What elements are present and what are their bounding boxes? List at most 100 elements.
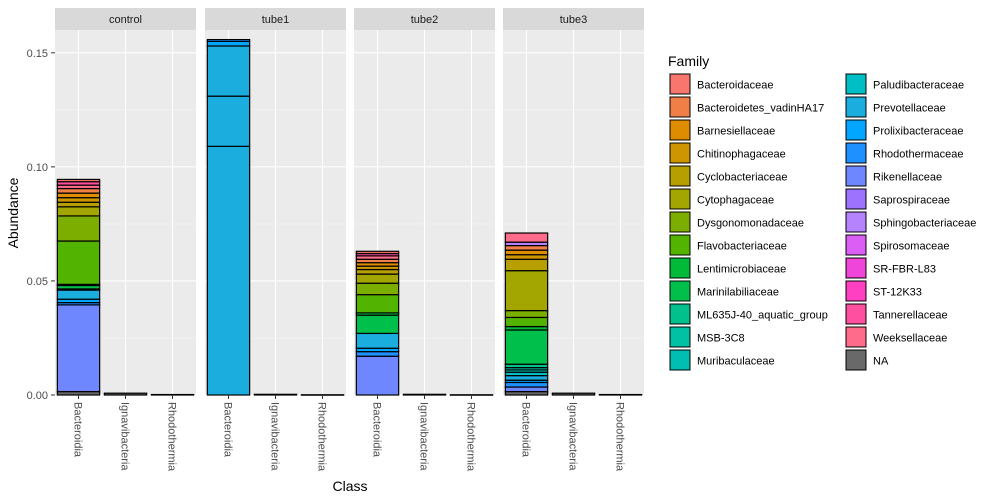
x-tick-label: Ignavibacteria (119, 402, 131, 471)
bar-segment (504, 249, 549, 256)
legend-swatch (845, 188, 867, 210)
facet-strip-label: tube2 (411, 14, 439, 26)
bar-segment (355, 351, 400, 357)
legend-label: Rikenellaceae (873, 172, 942, 184)
x-tick-label: Rhodothermia (316, 402, 328, 472)
legend-swatch (845, 119, 867, 141)
legend-label: Cyclobacteriaceae (697, 172, 788, 184)
bar-segment (56, 206, 101, 217)
x-tick-label: Ignavibacteria (418, 402, 430, 471)
legend-label: Paludibacteraceae (873, 80, 964, 92)
y-tick-label: 0.10 (27, 162, 48, 174)
legend-swatch (669, 234, 691, 256)
legend-label: MSB-3C8 (697, 333, 745, 345)
bar-segment (56, 304, 101, 393)
legend-swatch (845, 211, 867, 233)
bar-segment (355, 273, 400, 284)
legend-item: Saprospiraceae (845, 188, 950, 210)
legend-item: Prolixibacteraceae (845, 119, 964, 141)
bar-segment (56, 289, 101, 300)
legend-item: MSB-3C8 (669, 326, 745, 348)
legend-label: Flavobacteriaceae (697, 241, 787, 253)
legend-item: Bacteroidaceae (669, 73, 773, 95)
legend-swatch (845, 165, 867, 187)
facet-strip (55, 8, 196, 30)
legend-items: Bacteroidaceae Bacteroidetes_vadinHA17 Bar… (669, 73, 976, 371)
bar-segment (355, 332, 400, 349)
legend-label: Chitinophagaceae (697, 149, 786, 161)
bar-segment (504, 316, 549, 328)
x-tick-label: Bacteroidia (222, 402, 234, 458)
legend-item: Barnesiellaceae (669, 119, 775, 141)
legend-item: Cyclobacteriaceae (669, 165, 788, 187)
facet-strip-label: tube3 (560, 14, 588, 26)
legend-item: Bacteroidetes_vadinHA17 (669, 96, 824, 118)
facet-panel-control: control Bacteroidia Ignavibacteria Rhodothe… (55, 8, 196, 472)
legend-label: Barnesiellaceae (697, 126, 775, 138)
legend-item: Flavobacteriaceae (669, 234, 787, 256)
facet-strip (503, 8, 644, 30)
bar-segment (206, 95, 251, 147)
legend-label: Marinilabiliaceae (697, 287, 779, 299)
legend-swatch (845, 73, 867, 95)
legend-label: ML635J-40_aquatic_group (697, 310, 828, 322)
y-tick-label: 0.00 (27, 390, 48, 402)
legend-label: Spirosomaceae (873, 241, 949, 253)
facet-panel-tube3: tube3 Bacteroidia Ignavibacteria Rhodotherm… (503, 8, 644, 472)
legend-label: Bacteroidetes_vadinHA17 (697, 103, 824, 115)
x-tick-label: Rhodothermia (166, 402, 178, 472)
bar-segment (56, 215, 101, 242)
legend-label: Muribaculaceae (697, 356, 775, 368)
legend-item: Prevotellaceae (845, 96, 946, 118)
legend-label: Cytophagaceae (697, 195, 774, 207)
legend-item: SR-FBR-L83 (845, 257, 936, 279)
legend-swatch (845, 303, 867, 325)
x-tick-label: Rhodothermia (614, 402, 626, 472)
x-tick-label: Ignavibacteria (567, 402, 579, 471)
legend-item: ML635J-40_aquatic_group (669, 303, 828, 325)
facet-panel-tube2: tube2 Bacteroidia Ignavibacteria Rhodotherm… (354, 8, 495, 472)
x-tick-label: Rhodothermia (465, 402, 477, 472)
bar-segment (355, 294, 400, 314)
legend: Family Bacteroidaceae Bacteroidetes_vadin… (668, 53, 976, 371)
legend-swatch (669, 142, 691, 164)
bar-segment (56, 187, 101, 194)
legend-item: ST-12K33 (845, 280, 922, 302)
x-tick-label: Bacteroidia (371, 402, 383, 458)
facet-panels: control Bacteroidia Ignavibacteria Rhodothe… (55, 8, 644, 472)
legend-item: Rhodothermaceae (845, 142, 964, 164)
bar-segment (206, 38, 251, 43)
legend-swatch (669, 349, 691, 371)
bar-segment (103, 392, 148, 396)
bar-segment (504, 254, 549, 260)
legend-swatch (669, 119, 691, 141)
bar-segment (504, 270, 549, 312)
bar-segment (551, 392, 596, 396)
bar-segment (56, 240, 101, 285)
legend-item: Weeksellaceae (845, 326, 947, 348)
bar-segment (206, 40, 251, 47)
legend-item: Marinilabiliaceae (669, 280, 779, 302)
facet-panel-tube1: tube1 Bacteroidia Ignavibacteria Rhodotherm… (205, 8, 346, 472)
legend-swatch (669, 96, 691, 118)
legend-item: Spirosomaceae (845, 234, 949, 256)
bar-segment (355, 268, 400, 275)
facet-strip (205, 8, 346, 30)
bar-segment (56, 201, 101, 208)
legend-item: Tannerellaceae (845, 303, 948, 325)
legend-item: Sphingobacteriaceae (845, 211, 976, 233)
legend-label: Bacteroidaceae (697, 80, 773, 92)
legend-label: Rhodothermaceae (873, 149, 964, 161)
legend-label: Tannerellaceae (873, 310, 948, 322)
legend-swatch (845, 280, 867, 302)
legend-swatch (845, 326, 867, 348)
bar-segment (355, 355, 400, 396)
legend-label: NA (873, 356, 889, 368)
legend-item: NA (845, 349, 889, 371)
legend-swatch (845, 234, 867, 256)
x-axis-title: Class (332, 478, 367, 494)
bar-segment (56, 192, 101, 199)
legend-label: ST-12K33 (873, 287, 922, 299)
legend-label: Dysgonomonadaceae (697, 218, 804, 230)
